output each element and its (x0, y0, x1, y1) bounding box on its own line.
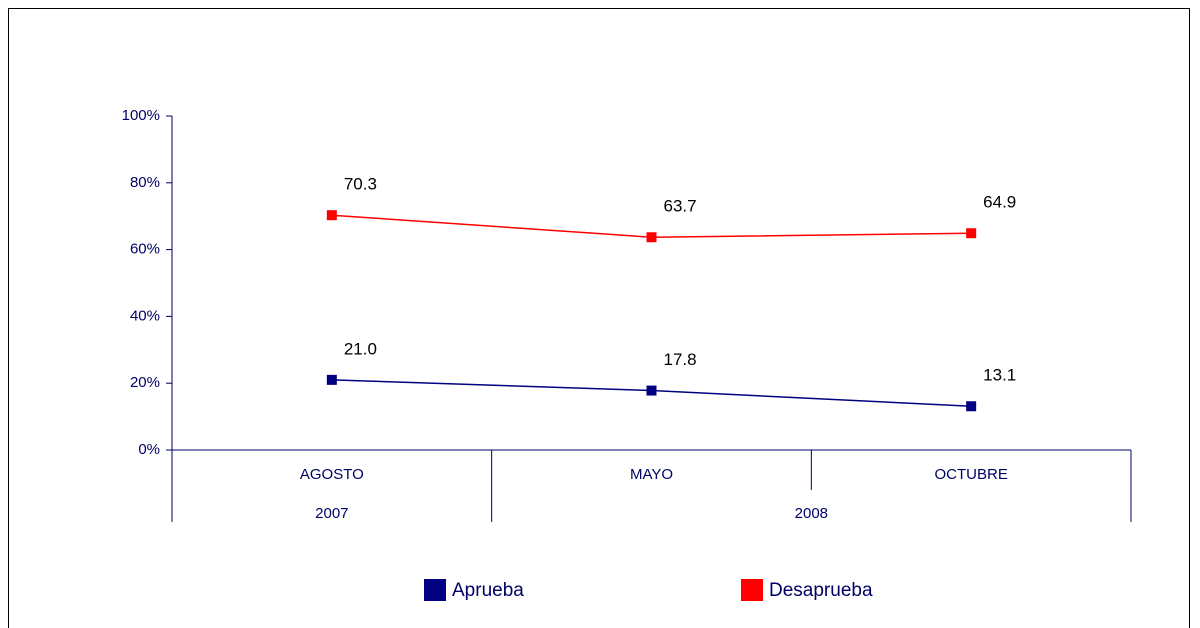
point-marker (646, 385, 657, 396)
chart-frame (8, 8, 1190, 628)
legend-swatch (741, 579, 763, 601)
data-label: 64.9 (983, 193, 1016, 212)
legend-label: Desaprueba (769, 580, 873, 601)
group-label: 2008 (795, 505, 828, 522)
data-label: 13.1 (983, 366, 1016, 385)
y-tick-label: 0% (138, 441, 160, 458)
data-label: 21.0 (344, 339, 377, 358)
x-tick-label: AGOSTO (300, 466, 364, 483)
point-marker (966, 228, 977, 239)
x-tick-label: OCTUBRE (934, 466, 1007, 483)
legend-swatch (424, 579, 446, 601)
y-tick-label: 20% (130, 374, 160, 391)
x-tick-label: MAYO (630, 466, 673, 483)
y-tick-label: 100% (122, 107, 160, 124)
data-label: 63.7 (664, 197, 697, 216)
point-marker (326, 210, 337, 221)
y-tick-label: 40% (130, 307, 160, 324)
data-label: 70.3 (344, 175, 377, 194)
y-tick-label: 60% (130, 241, 160, 258)
y-tick-label: 80% (130, 174, 160, 191)
data-label: 17.8 (664, 350, 697, 369)
point-marker (326, 374, 337, 385)
point-marker (966, 401, 977, 412)
legend-label: Aprueba (452, 580, 524, 601)
group-label: 2007 (315, 505, 348, 522)
point-marker (646, 232, 657, 243)
